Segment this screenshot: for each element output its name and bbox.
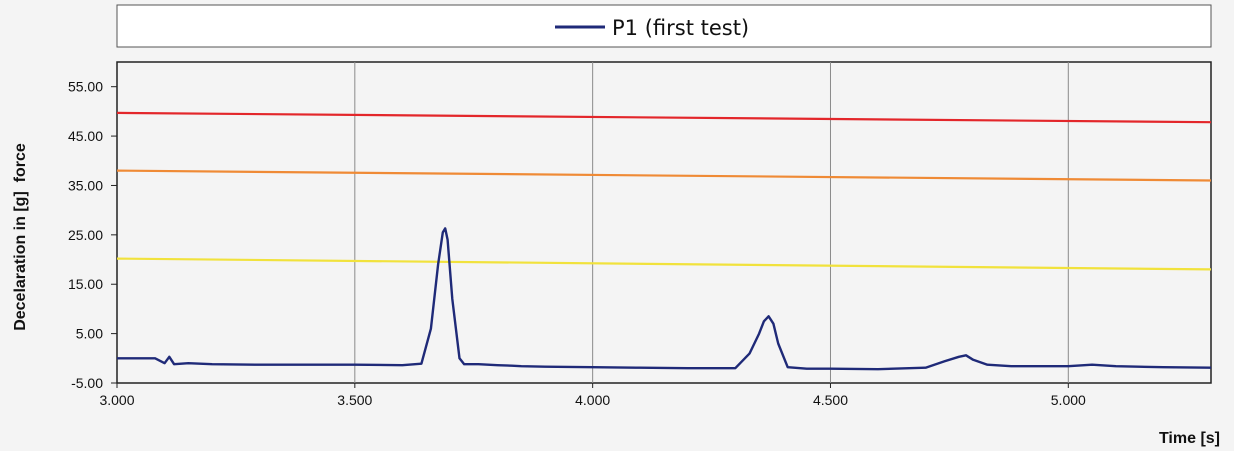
y-tick-label: 25.00 [68,227,103,243]
threshold-line-yellow [116,257,1212,271]
y-axis-label: Decelaration in [g] force [12,143,29,331]
legend-label: P1 (first test) [612,16,749,40]
legend-entry: P1 (first test) [555,16,749,40]
x-axis-label: Time [s] [1159,430,1220,447]
y-axis-ticks: -5.00 5.00 15.00 25.00 35.00 45.00 55.00 [68,79,117,391]
plot-area [116,61,1212,384]
y-tick-label: 15.00 [68,276,103,292]
series-layer [116,111,1212,371]
x-tick-label: 4.000 [575,392,610,408]
x-tick-label: 4.500 [813,392,848,408]
y-tick-label: 45.00 [68,128,103,144]
y-tick-label: 35.00 [68,177,103,193]
y-tick-label: -5.00 [71,375,103,391]
legend-box [116,4,1212,48]
y-tick-label: 5.00 [76,326,103,342]
series-line-p1 [117,227,1212,371]
threshold-line-orange [116,169,1212,182]
y-tick-label: 55.00 [68,79,103,95]
threshold-line-red [116,111,1212,124]
x-tick-label: 3.500 [337,392,372,408]
x-tick-label: 3.000 [99,392,134,408]
x-tick-label: 5.000 [1051,392,1086,408]
x-axis-ticks: 3.000 3.500 4.000 4.500 5.000 [99,383,1086,408]
